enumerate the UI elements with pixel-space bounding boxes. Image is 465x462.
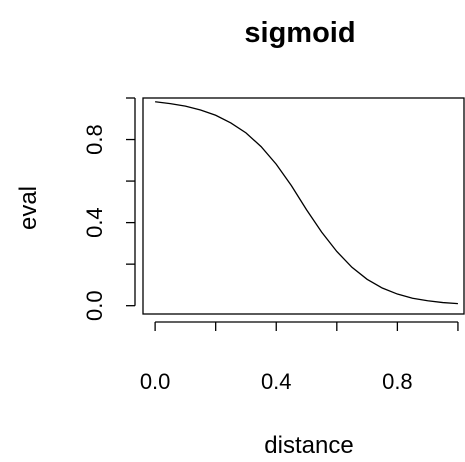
chart-title: sigmoid — [244, 17, 355, 49]
x-axis: 0.0 0.4 0.8 — [140, 321, 459, 394]
x-tick-label: 0.0 — [140, 369, 171, 394]
y-axis: 0.0 0.4 0.8 — [82, 97, 136, 321]
x-axis-label: distance — [264, 432, 353, 457]
y-tick-label: 0.8 — [82, 124, 107, 155]
plot-frame — [142, 97, 465, 315]
sigmoid-curve — [155, 101, 458, 305]
y-tick-label: 0.4 — [82, 207, 107, 238]
y-tick-label: 0.0 — [82, 290, 107, 321]
x-tick-label: 0.4 — [261, 369, 292, 394]
y-axis-label: eval — [15, 186, 42, 230]
x-tick-label: 0.8 — [382, 369, 413, 394]
